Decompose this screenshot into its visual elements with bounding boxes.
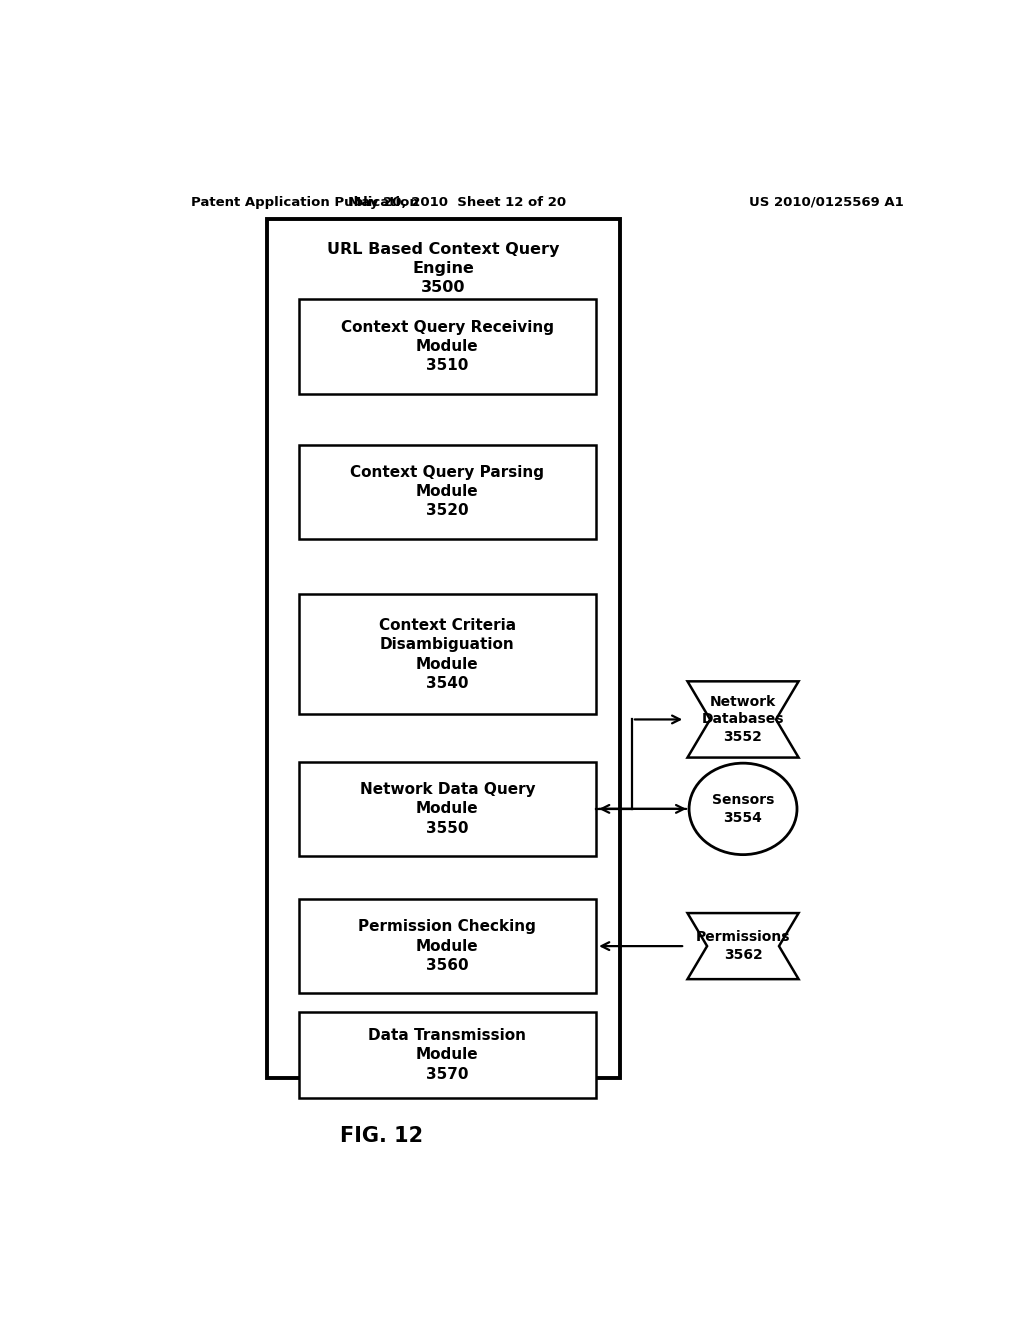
- Text: Patent Application Publication: Patent Application Publication: [191, 195, 419, 209]
- Text: FIG. 12: FIG. 12: [340, 1126, 424, 1146]
- Bar: [299, 762, 596, 857]
- Ellipse shape: [689, 763, 797, 854]
- Bar: [299, 594, 596, 714]
- Polygon shape: [687, 681, 799, 758]
- Bar: [267, 219, 621, 1078]
- Text: US 2010/0125569 A1: US 2010/0125569 A1: [749, 195, 904, 209]
- Text: Network Data Query
Module
3550: Network Data Query Module 3550: [359, 783, 536, 836]
- Bar: [299, 300, 596, 393]
- Polygon shape: [687, 913, 799, 979]
- Text: Context Criteria
Disambiguation
Module
3540: Context Criteria Disambiguation Module 3…: [379, 618, 516, 690]
- Bar: [299, 899, 596, 994]
- Text: Permission Checking
Module
3560: Permission Checking Module 3560: [358, 920, 537, 973]
- Bar: [299, 1011, 596, 1098]
- Text: Context Query Receiving
Module
3510: Context Query Receiving Module 3510: [341, 319, 554, 374]
- Bar: [299, 445, 596, 539]
- Text: Sensors
3554: Sensors 3554: [712, 793, 774, 825]
- Text: Context Query Parsing
Module
3520: Context Query Parsing Module 3520: [350, 465, 545, 519]
- Text: Permissions
3562: Permissions 3562: [695, 931, 791, 962]
- Text: Network
Databases
3552: Network Databases 3552: [701, 696, 784, 743]
- Text: Data Transmission
Module
3570: Data Transmission Module 3570: [369, 1028, 526, 1081]
- Text: May 20, 2010  Sheet 12 of 20: May 20, 2010 Sheet 12 of 20: [348, 195, 566, 209]
- Text: URL Based Context Query
Engine
3500: URL Based Context Query Engine 3500: [328, 242, 560, 296]
